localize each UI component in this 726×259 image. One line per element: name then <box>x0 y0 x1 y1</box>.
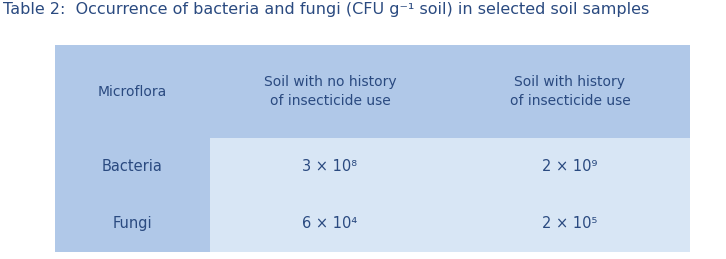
Text: 6 × 10⁴: 6 × 10⁴ <box>303 216 358 231</box>
Text: Soil with no history
of insecticide use: Soil with no history of insecticide use <box>264 75 396 108</box>
Text: Soil with history
of insecticide use: Soil with history of insecticide use <box>510 75 630 108</box>
Bar <box>210 138 690 195</box>
Text: Bacteria: Bacteria <box>102 159 163 174</box>
Bar <box>55 45 690 138</box>
Bar <box>55 138 210 195</box>
Text: Microflora: Microflora <box>98 84 167 98</box>
Text: 2 × 10⁵: 2 × 10⁵ <box>542 216 597 231</box>
Text: 2 × 10⁹: 2 × 10⁹ <box>542 159 597 174</box>
Bar <box>55 195 210 252</box>
Text: 3 × 10⁸: 3 × 10⁸ <box>303 159 357 174</box>
Text: Fungi: Fungi <box>113 216 152 231</box>
Bar <box>210 195 690 252</box>
Text: Table 2:  Occurrence of bacteria and fungi (CFU g⁻¹ soil) in selected soil sampl: Table 2: Occurrence of bacteria and fung… <box>3 2 649 17</box>
